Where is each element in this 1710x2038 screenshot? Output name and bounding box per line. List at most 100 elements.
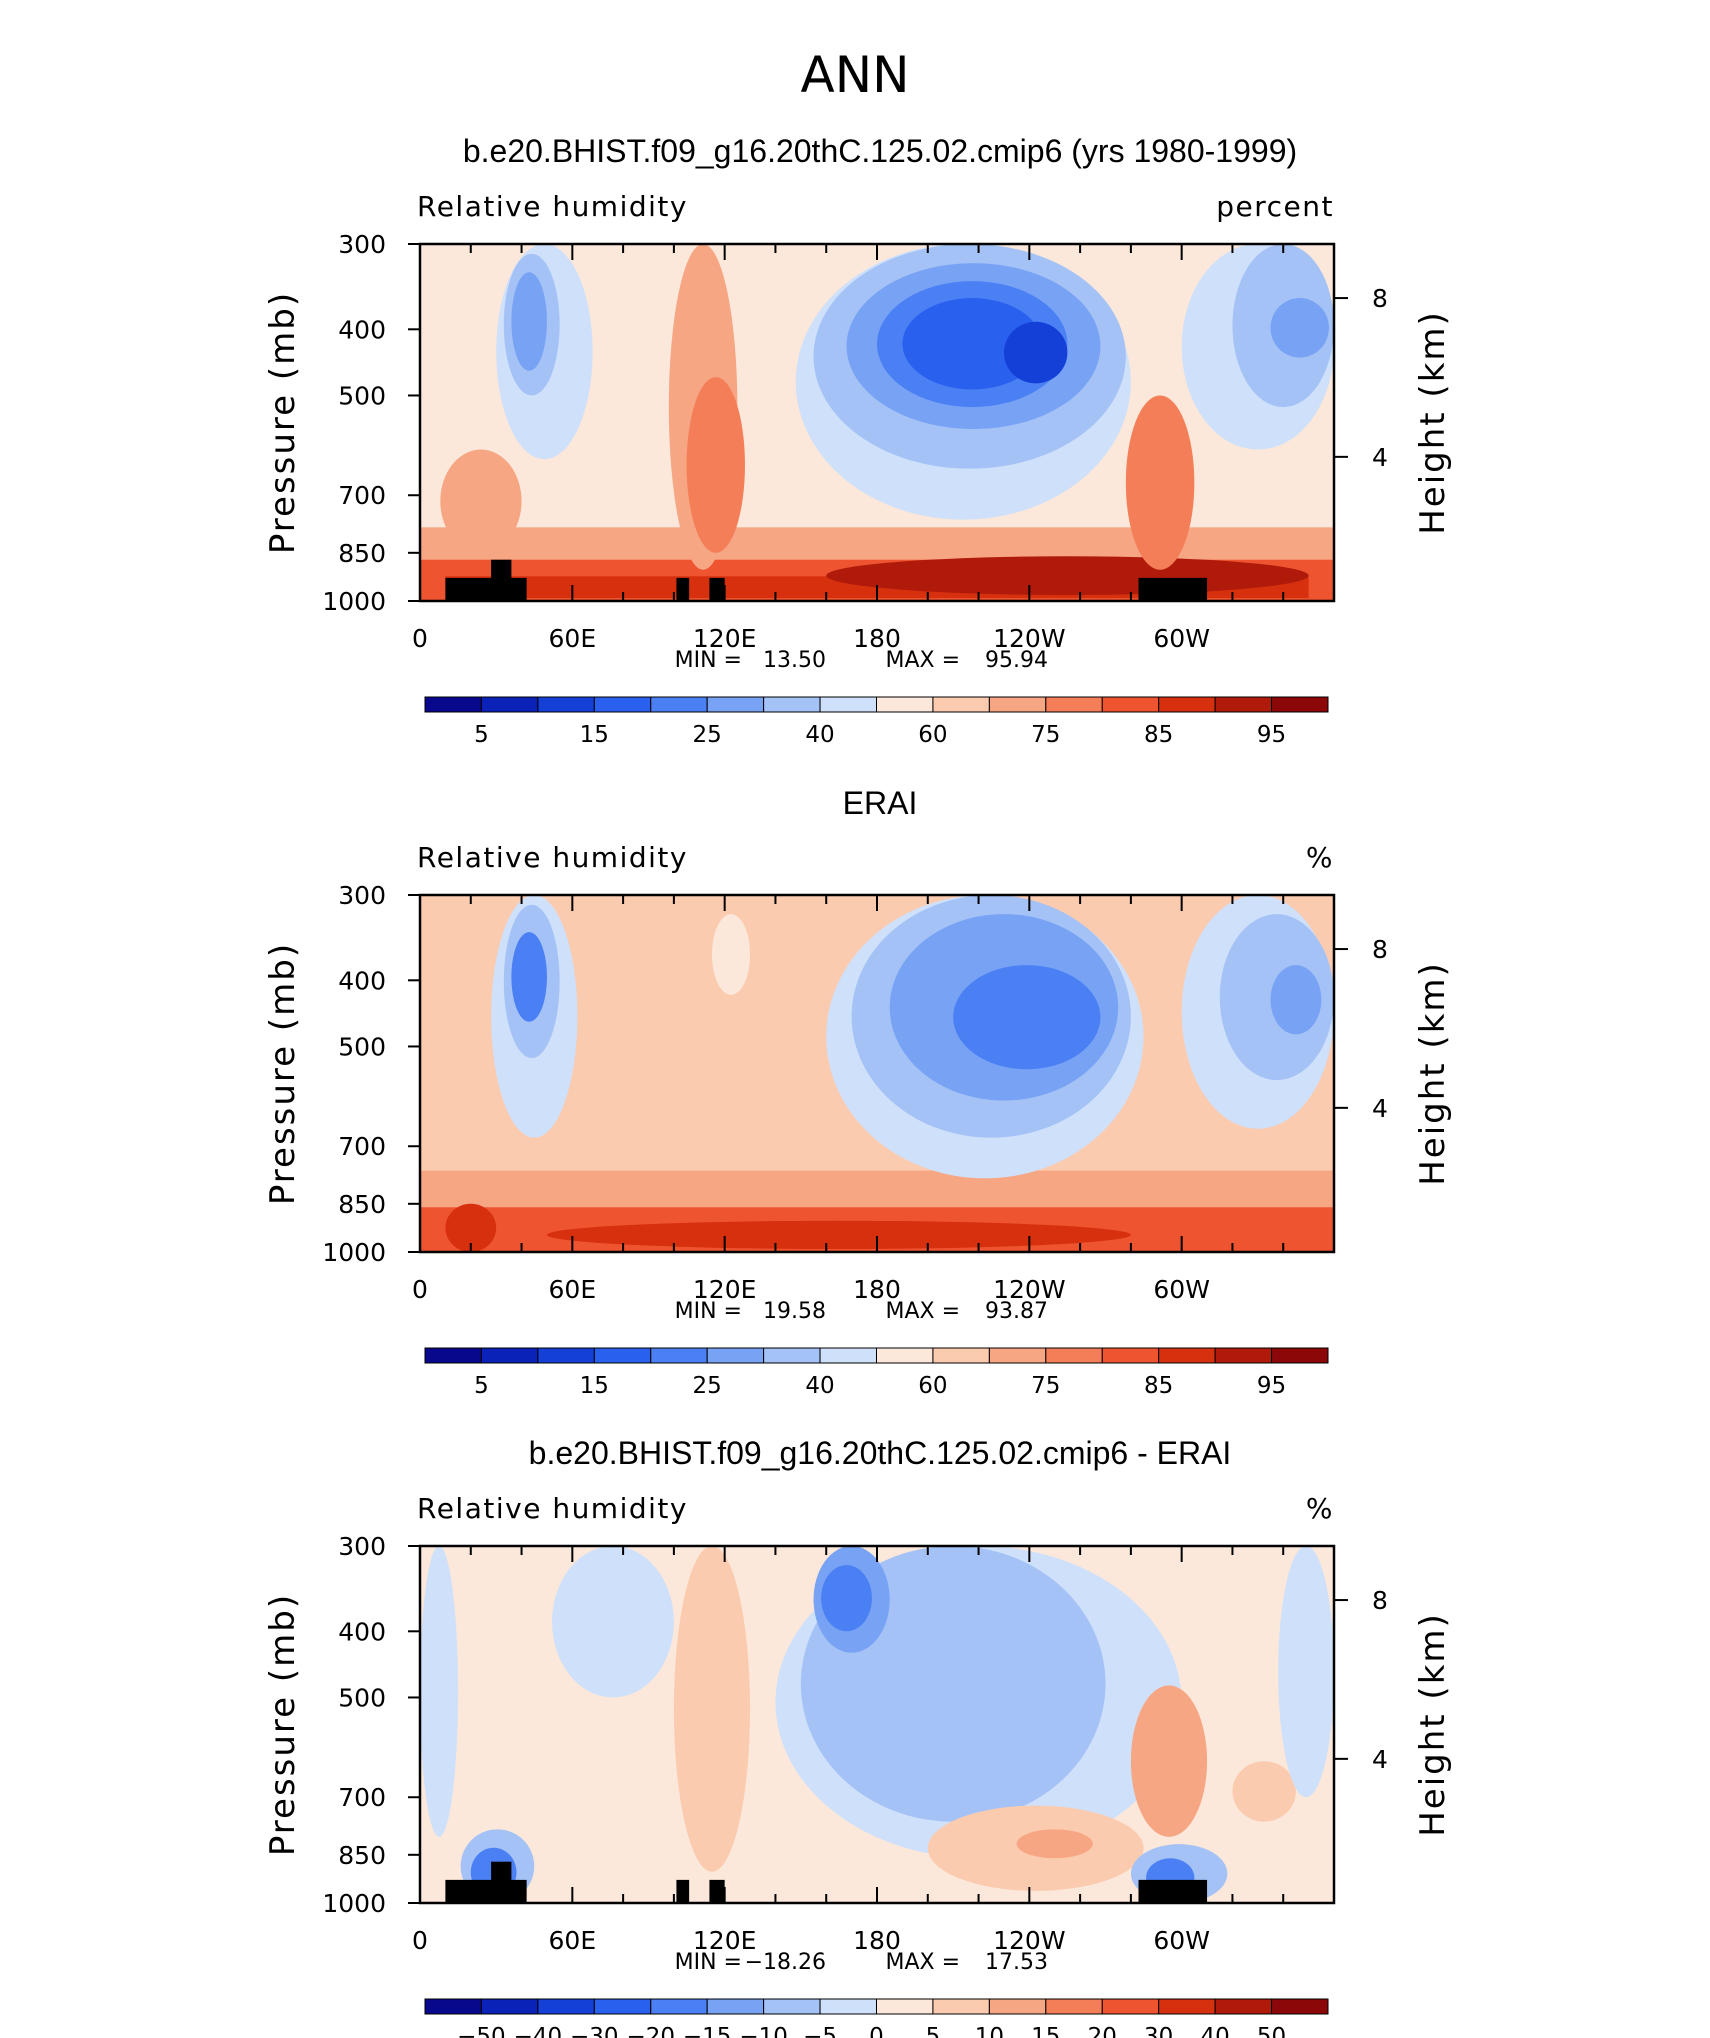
variable-label: Relative humidity [417,190,688,223]
x-tick-label: 180 [853,1926,901,1955]
topography-mask [709,577,725,601]
max-value: 95.94 [985,648,1048,673]
contour-field [420,244,1334,601]
field-dry-core [953,965,1101,1070]
colorbar-box [1271,1347,1329,1364]
min-label: MIN = [675,1299,742,1324]
colorbar-label: 40 [1200,2024,1229,2038]
field-dry [511,272,547,371]
y-tick-label: 400 [338,1617,386,1646]
colorbar-label: 0 [869,2024,884,2038]
colorbar-label: 15 [580,1373,609,1399]
colorbar-label: 15 [1031,2024,1060,2038]
topography-mask [445,577,527,601]
colorbar-label: 25 [693,722,722,748]
y-tick-label: 700 [338,1132,386,1161]
x-tick-label: 60E [549,1275,597,1304]
colorbar-box [1214,1998,1273,2015]
colorbar-label: 25 [693,1373,722,1399]
colorbar-box [1158,1347,1216,1364]
colorbar-box [988,1998,1047,2015]
y2-tick-label: 4 [1372,1094,1388,1123]
colorbar-box [593,1998,652,2015]
x-tick-label: 180 [853,1275,901,1304]
x-tick-label: 60W [1153,624,1210,653]
x-tick-label: 120W [993,1275,1065,1304]
colorbar-box [1045,696,1103,713]
x-tick-label: 180 [853,624,901,653]
colorbar-box [819,1347,877,1364]
field-neg [420,1546,459,1837]
x-tick-label: 120E [693,1926,757,1955]
colorbar-box [1158,1998,1216,2015]
y2-axis-label: Height (km) [1413,310,1453,535]
colorbar-box [480,696,539,713]
field-pos [1232,1761,1296,1822]
colorbar-label: 40 [805,1373,834,1399]
units-label: percent [1216,190,1334,223]
topography-mask [709,1879,725,1903]
x-tick-label: 60W [1153,1275,1210,1304]
field-dry-core [511,932,547,1022]
y-tick-label: 850 [338,1190,386,1219]
colorbar-box [537,1347,595,1364]
colorbar-box [480,1347,539,1364]
colorbar-box [424,1347,482,1364]
colorbar-label: 5 [474,722,489,748]
field-pos [1130,1685,1208,1837]
colorbar-box [537,696,595,713]
colorbar-box [706,1998,765,2015]
x-tick-label: 120W [993,624,1065,653]
contour-field [420,895,1334,1252]
colorbar-label: 30 [1144,2024,1173,2038]
colorbar-label: −40 [514,2024,563,2038]
max-value: 93.87 [985,1299,1048,1324]
colorbar-box [1045,1347,1103,1364]
topography-mask [676,1879,690,1903]
y-axis-label: Pressure (mb) [263,291,303,554]
panel-title: ERAI [843,785,918,821]
colorbar-label: −15 [683,2024,732,2038]
colorbar-label: −10 [739,2024,788,2038]
panels: b.e20.BHIST.f09_g16.20thC.125.02.cmip6 (… [263,133,1453,2038]
y-tick-label: 400 [338,315,386,344]
min-value: −18.26 [745,1950,826,1975]
y-tick-label: 700 [338,1783,386,1812]
colorbar-box [932,696,990,713]
y-tick-label: 300 [338,881,386,910]
x-tick-label: 60E [549,1926,597,1955]
y-tick-label: 700 [338,481,386,510]
field-neg [552,1546,674,1698]
colorbar-label: 75 [1031,1373,1060,1399]
contour-field [420,1546,1334,1903]
colorbar-label: −50 [457,2024,506,2038]
y2-tick-label: 8 [1372,1586,1388,1615]
y-tick-label: 1000 [322,1238,386,1267]
field-neg [1278,1546,1334,1798]
x-tick-label: 60E [549,624,597,653]
colorbar-box [650,1998,708,2015]
topography-mask [491,559,512,601]
y-tick-label: 850 [338,1841,386,1870]
colorbar-box [1214,696,1273,713]
y-tick-label: 500 [338,381,386,410]
colorbar-label: 85 [1144,1373,1173,1399]
field-dry [1270,965,1322,1035]
colorbar-label: 20 [1088,2024,1117,2038]
y-tick-label: 850 [338,539,386,568]
y-tick-label: 500 [338,1032,386,1061]
colorbar-box [988,1347,1047,1364]
colorbar-label: 95 [1257,1373,1286,1399]
colorbar-box [424,696,482,713]
field-pos [1016,1829,1093,1859]
colorbar-label: −30 [570,2024,619,2038]
colorbar-box [1101,1347,1160,1364]
colorbar-box [876,1347,934,1364]
x-tick-label: 120W [993,1926,1065,1955]
field-column [686,377,745,553]
colorbar-box [593,1347,652,1364]
max-value: 17.53 [985,1950,1048,1975]
variable-label: Relative humidity [417,1492,688,1525]
colorbar-label: −20 [626,2024,675,2038]
